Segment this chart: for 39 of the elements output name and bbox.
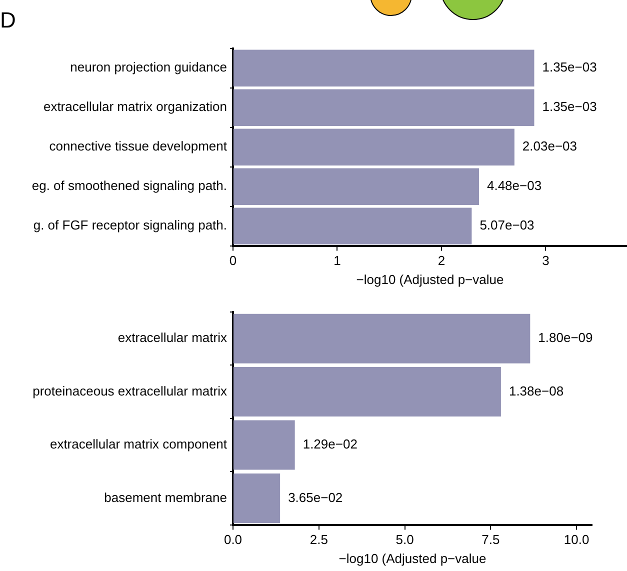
- y-tick-label: extracellular matrix: [118, 330, 228, 346]
- annotation: 3.65e−02: [288, 490, 343, 505]
- annotation: 1.35e−03: [542, 99, 597, 114]
- y-tick-label: neuron projection guidance: [70, 60, 227, 75]
- annotation: 1.80e−09: [538, 330, 593, 346]
- x-axis-title: −log10 (Adjusted p−value: [338, 550, 486, 566]
- x-tick-label: 0: [229, 253, 237, 268]
- x-tick-label: 0.0: [224, 532, 242, 548]
- y-tick-label: g. of FGF receptor signaling path.: [33, 218, 227, 233]
- x-tick-label: 2: [438, 253, 446, 268]
- bar: [234, 367, 501, 417]
- bar: [234, 50, 534, 86]
- x-axis-title: −log10 (Adjusted p−value: [356, 272, 504, 287]
- x-tick-label: 1: [334, 253, 341, 268]
- y-tick-label: proteinaceous extracellular matrix: [32, 383, 228, 398]
- bar: [234, 473, 280, 523]
- text: D: [0, 7, 16, 32]
- bar: [234, 314, 530, 364]
- bar: [234, 89, 534, 126]
- y-tick-label: eg. of smoothened signaling path.: [32, 178, 227, 194]
- annotation: 2.03e−03: [522, 138, 578, 154]
- annotation: 5.07e−03: [480, 218, 534, 233]
- x-tick-label: 5.0: [396, 532, 414, 548]
- y-tick-label: extracellular matrix organization: [43, 99, 227, 114]
- annotation: 1.29e−02: [302, 436, 358, 452]
- x-tick-label: 3: [542, 253, 550, 268]
- y-tick-label: basement membrane: [104, 490, 227, 505]
- x-tick-label: 10.0: [564, 532, 590, 548]
- y-tick-label: connective tissue development: [49, 138, 228, 154]
- annotation: 4.48e−03: [486, 178, 542, 194]
- bar: [234, 128, 514, 166]
- y-tick-label: extracellular matrix component: [50, 436, 228, 452]
- bar: [234, 168, 479, 205]
- x-tick-label: 2.5: [310, 532, 328, 548]
- annotation: 1.38e−08: [508, 383, 564, 398]
- annotation: 1.35e−03: [542, 60, 597, 75]
- x-tick-label: 7.5: [482, 532, 500, 548]
- bar: [234, 208, 472, 244]
- bar: [234, 420, 295, 470]
